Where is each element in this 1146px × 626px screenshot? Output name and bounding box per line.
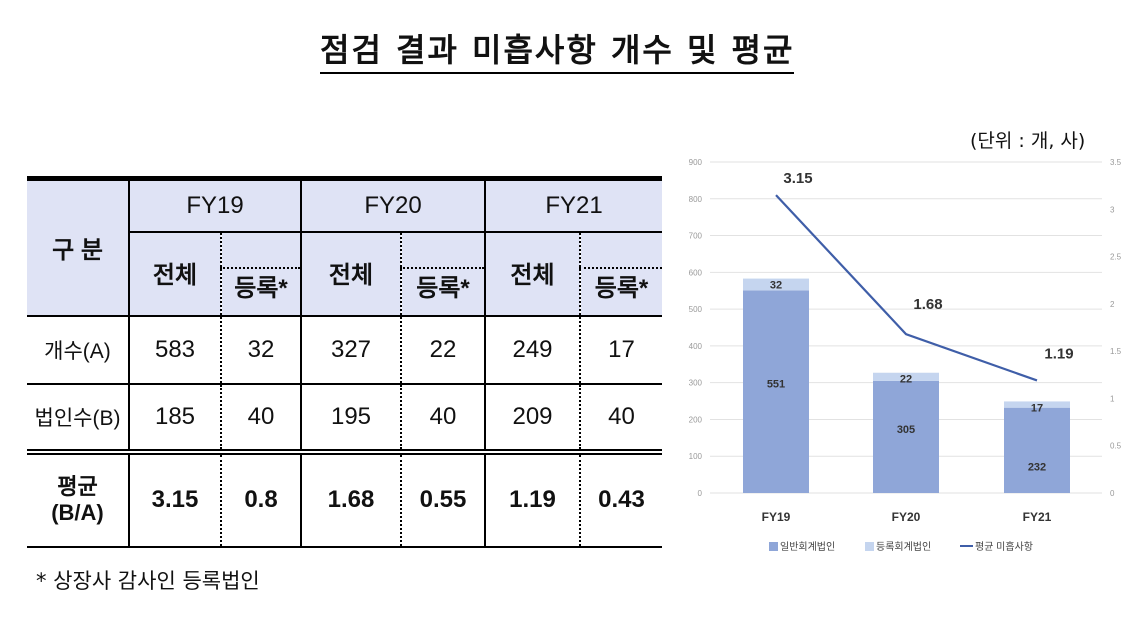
line-value-label: 3.15 — [783, 170, 812, 187]
bar-value-label: 305 — [897, 424, 915, 436]
bar-registered — [1004, 401, 1070, 408]
y-tick-label: 900 — [689, 158, 703, 167]
sub-header-registered-label: 등록* — [594, 274, 649, 302]
cell: 40 — [221, 383, 302, 455]
bar-registered — [743, 278, 809, 291]
line-value-label: 1.68 — [913, 296, 942, 313]
year-header: FY20 — [301, 178, 486, 233]
row-label: 개수(A) — [27, 315, 130, 385]
combo-chart: 0 100 200 300 400 500 600 700 800 900 0 0.5 1 1.5 2 2.5… — [689, 158, 1122, 553]
year-header: FY19 — [129, 178, 302, 233]
header-row-sub: 전체 등록* 전체 등록* 전체 등록* — [27, 231, 662, 317]
y-tick-label: 700 — [689, 232, 703, 241]
sub-header-registered: 등록* — [400, 231, 486, 317]
y-tick-label: 0 — [698, 489, 703, 498]
cell: 17 — [580, 315, 662, 385]
sub-header-registered: 등록* — [220, 231, 302, 317]
line-value-label: 1.19 — [1044, 345, 1073, 362]
y2-tick-label: 1 — [1110, 394, 1115, 403]
legend-label: 일반회계법인 — [780, 541, 835, 553]
y-tick-label: 300 — [689, 379, 703, 388]
legend-swatch-general — [769, 542, 778, 551]
y-tick-label: 600 — [689, 268, 703, 277]
cell: 195 — [301, 383, 402, 455]
legend-swatch-registered — [865, 542, 874, 551]
y2-tick-label: 1.5 — [1110, 347, 1122, 356]
average-line — [775, 194, 1038, 382]
y2-tick-label: 0 — [1110, 489, 1115, 498]
x-tick-label: FY20 — [892, 510, 921, 524]
cell: 327 — [301, 315, 402, 385]
year-header: FY21 — [485, 178, 662, 233]
unit-label: (단위 : 개, 사) — [970, 130, 1086, 152]
cell: 0.8 — [221, 451, 302, 548]
cell: 0.43 — [580, 451, 662, 548]
sub-header-total: 전체 — [129, 231, 222, 317]
table-row-count: 개수(A) 583 32 327 22 249 17 — [27, 315, 662, 385]
cell: 1.19 — [485, 451, 581, 548]
y-tick-label: 800 — [689, 195, 703, 204]
cell: 22 — [401, 315, 486, 385]
cell: 3.15 — [129, 451, 222, 548]
table-row-firms: 법인수(B) 185 40 195 40 209 40 — [27, 383, 662, 455]
cell: 40 — [401, 383, 486, 455]
sub-header-registered: 등록* — [579, 231, 662, 317]
bar-value-label: 232 — [1028, 461, 1046, 473]
sub-header-total: 전체 — [485, 231, 581, 317]
y-tick-label: 100 — [689, 452, 703, 461]
page-title: 점검 결과 미흡사항 개수 및 평균 — [320, 30, 795, 74]
sub-header-total: 전체 — [301, 231, 402, 317]
cell: 583 — [129, 315, 222, 385]
y-tick-label: 400 — [689, 342, 703, 351]
header-row-years: 구 분 FY19 FY20 FY21 — [27, 178, 662, 317]
y-tick-label: 200 — [689, 415, 703, 424]
row-label: 법인수(B) — [27, 383, 130, 455]
bar-general — [1004, 407, 1070, 493]
summary-table: 구 분 FY19 FY20 FY21 전체 등록* 전체 등록* 전체 등록* … — [27, 176, 662, 548]
bar-value-label: 22 — [900, 374, 912, 386]
row-label-line2: (B/A) — [51, 500, 104, 525]
bar-general — [743, 290, 809, 493]
row-label: 평균 (B/A) — [27, 451, 130, 548]
row-label-line1: 평균 — [57, 474, 98, 499]
legend-label: 등록회계법인 — [876, 541, 931, 553]
cell: 249 — [485, 315, 581, 385]
corner-header: 구 분 — [27, 178, 130, 317]
cell: 1.68 — [301, 451, 402, 548]
legend-label: 평균 미흡사항 — [975, 540, 1033, 553]
footnote: * 상장사 감사인 등록법인 — [36, 569, 260, 593]
bar-general — [873, 380, 939, 493]
y2-tick-label: 3.5 — [1110, 158, 1122, 167]
y2-tick-label: 2 — [1110, 300, 1115, 309]
x-tick-label: FY19 — [762, 510, 791, 524]
y-tick-label: 500 — [689, 305, 703, 314]
bar-value-label: 17 — [1031, 402, 1043, 414]
cell: 185 — [129, 383, 222, 455]
bar-registered — [873, 372, 939, 381]
x-tick-label: FY21 — [1023, 510, 1052, 524]
sub-header-registered-label: 등록* — [234, 274, 288, 302]
y2-tick-label: 3 — [1110, 205, 1115, 214]
cell: 40 — [580, 383, 662, 455]
cell: 209 — [485, 383, 581, 455]
bar-value-label: 551 — [767, 379, 785, 391]
bar-value-label: 32 — [770, 280, 782, 292]
y2-tick-label: 2.5 — [1110, 253, 1122, 262]
sub-header-registered-label: 등록* — [416, 274, 470, 302]
y2-tick-label: 0.5 — [1110, 442, 1122, 451]
cell: 0.55 — [401, 451, 486, 548]
cell: 32 — [221, 315, 302, 385]
table-row-average: 평균 (B/A) 3.15 0.8 1.68 0.55 1.19 0.43 — [27, 451, 662, 548]
